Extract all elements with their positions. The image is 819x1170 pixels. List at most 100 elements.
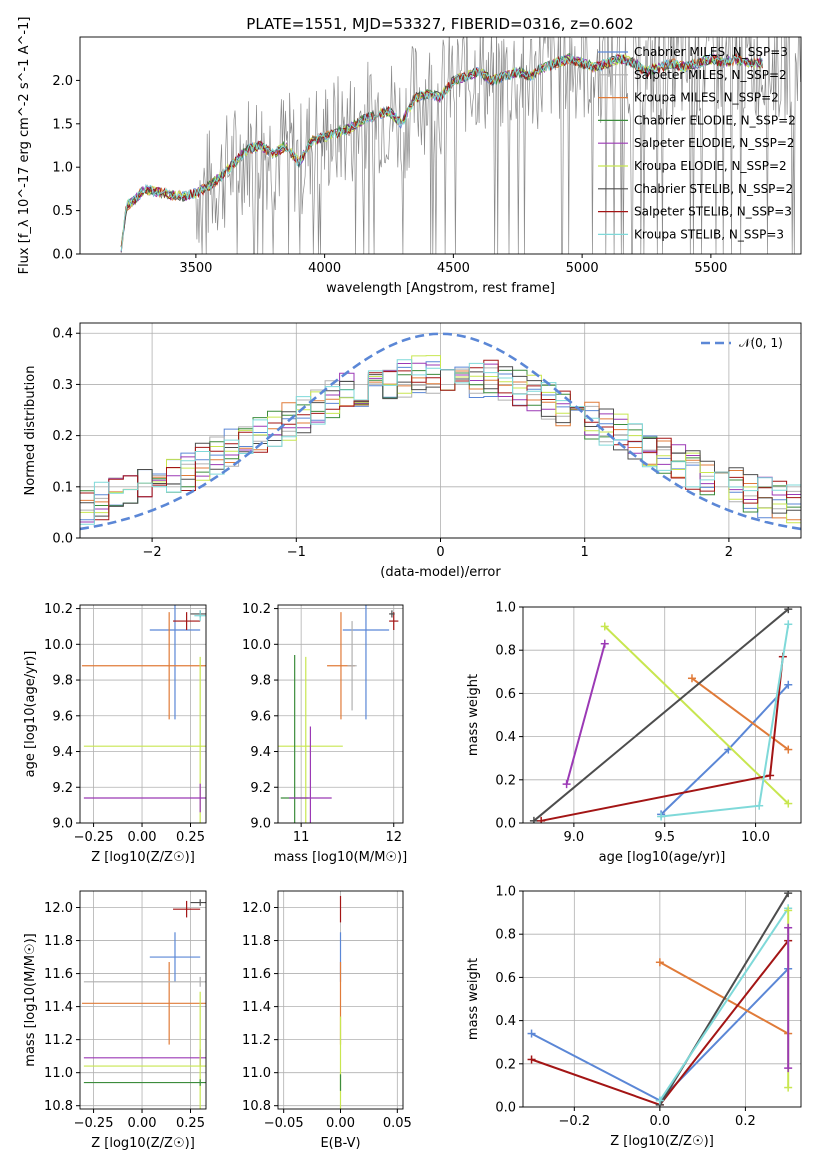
y-tick-label: 0.0 [495,817,516,832]
y-tick-label: 11.8 [242,934,271,949]
y-axis-label: mass [log10(M/M☉)] [23,933,38,1066]
residual-histogram-8 [80,359,801,525]
x-tick-label: 10.0 [741,830,770,845]
x-tick-label: 0.00 [326,1116,355,1131]
plot-area [120,37,801,254]
legend-entry: Kroupa STELIB, N_SSP=3 [634,227,784,241]
x-tick-label: 9.5 [654,830,675,845]
x-tick-label: 1 [581,545,589,560]
legend-entry: Chabrier MILES, N_SSP=3 [634,45,788,59]
x-axis-label: mass [log10(M/M☉)] [274,850,407,865]
weight-series-line [659,907,790,1102]
legend-entry: Salpeter STELIB, N_SSP=3 [634,205,792,219]
y-tick-label: 0.2 [495,773,516,788]
y-tick-label: 1.0 [495,885,516,900]
y-tick-label: 9.0 [52,817,73,832]
y-axis-label: Flux [f_λ 10^-17 erg cm^-2 s^-1 A^-1] [17,17,32,275]
y-tick-label: 9.6 [52,709,73,724]
y-tick-label: 0.6 [495,971,516,986]
y-tick-label: 9.8 [250,674,271,689]
residuals-panel: 𝒩(0, 1) −2 −1 0 1 2 0.0 0.1 0.2 0.3 0.4 (data-model… [23,322,802,580]
residual-histogram-7 [80,359,801,521]
y-tick-label: 2.0 [52,74,73,89]
x-axis-label: (data-model)/error [380,565,501,580]
spectrum-legend: Chabrier MILES, N_SSP=3 Salpeter MILES, N… [598,45,796,241]
y-tick-label: 11.2 [242,1033,271,1048]
y-axis-label: Normed distribution [23,366,38,496]
y-tick-label: 10.8 [44,1099,73,1114]
y-tick-label: 9.6 [250,709,271,724]
y-axis-label: mass weight [466,674,481,756]
legend-entry: Kroupa ELODIE, N_SSP=2 [634,159,787,173]
y-tick-label: 11.6 [44,967,73,982]
x-tick-label: −0.2 [559,1114,591,1129]
x-tick-label: 0.00 [128,830,157,845]
mass-vs-extinction-panel: −0.05 0.00 0.05 10.8 11.0 11.2 11.4 11.6 11.8 12.… [242,890,412,1151]
mass-vs-metallicity-panel: −0.25 0.00 0.25 10.8 11.0 11.2 11.4 11.6 11.8 12.… [23,890,207,1151]
y-tick-label: 0.4 [495,1014,516,1029]
y-tick-label: 11.8 [44,934,73,949]
plot-area [527,891,793,1107]
x-tick-label: 12 [385,830,402,845]
y-tick-label: 11.0 [242,1066,271,1081]
weight-series-line [604,625,789,805]
y-tick-label: 11.4 [242,1000,271,1015]
age-vs-mass-panel: 11 12 9.0 9.2 9.4 9.6 9.8 10.0 10.2 mass [log10(M… [242,602,407,865]
y-tick-label: 10.2 [242,602,271,617]
axes-frame [79,36,802,255]
x-tick-label: 0.25 [176,1116,205,1131]
x-tick-label: 0.25 [176,830,205,845]
y-axis-label: mass weight [466,958,481,1040]
y-tick-label: 0.0 [495,1101,516,1116]
axes-frame [79,604,207,824]
weight-vs-metallicity-panel: −0.2 0.0 0.2 0.0 0.2 0.4 0.6 0.8 1.0 Z [log10(Z/Z… [466,885,802,1149]
x-tick-label: −2 [143,545,162,560]
axes-frame [277,604,404,824]
x-tick-label: 0.2 [735,1114,756,1129]
weight-series-line [533,608,789,822]
y-tick-label: 11.4 [44,1000,73,1015]
y-tick-label: 9.2 [250,781,271,796]
y-tick-label: 1.0 [495,601,516,616]
observed-spectrum-line [195,37,801,254]
y-tick-label: 10.8 [242,1099,271,1114]
y-tick-label: 0.5 [52,204,73,219]
plot-area [81,605,206,823]
y-tick-label: 10.0 [242,638,271,653]
x-axis-label: Z [log10(Z/Z☉)] [91,1136,195,1151]
legend-entry: Kroupa MILES, N_SSP=2 [634,91,779,105]
weight-series-line [565,643,606,785]
y-axis-label: age [log10(age/yr)] [23,651,38,778]
y-tick-label: 10.2 [44,602,73,617]
legend-entry: Chabrier ELODIE, N_SSP=2 [634,113,796,127]
y-tick-label: 0.1 [52,480,73,495]
x-tick-label: −0.25 [74,1116,114,1131]
x-tick-label: 0.00 [128,1116,157,1131]
x-tick-label: −0.05 [264,1116,304,1131]
weight-vs-age-panel: 9.0 9.5 10.0 0.0 0.2 0.4 0.6 0.8 1.0 age [log10(a… [466,601,802,865]
x-axis-label: age [log10(age/yr)] [599,850,726,865]
x-tick-label: 0 [436,545,444,560]
model-spectrum-line-8 [120,53,763,252]
x-tick-label: −0.25 [74,830,114,845]
residual-histogram-1 [80,367,801,511]
x-axis-label: wavelength [Angstrom, rest frame] [326,281,555,296]
y-tick-label: 10.0 [44,638,73,653]
y-tick-label: 11.0 [44,1066,73,1081]
x-tick-label: 0.0 [650,1114,671,1129]
y-tick-label: 0.0 [52,532,73,547]
x-tick-label: 5000 [566,261,599,276]
axes-frame [522,890,802,1108]
axes-frame [522,606,802,824]
x-tick-label: 4000 [308,261,341,276]
y-tick-label: 0.8 [495,644,516,659]
y-tick-label: 0.8 [495,928,516,943]
x-axis-label: Z [log10(Z/Z☉)] [91,850,195,865]
plot-area [278,605,399,823]
legend-entry: Salpeter MILES, N_SSP=2 [634,68,787,82]
y-tick-label: 0.3 [52,378,73,393]
y-tick-label: 0.4 [495,730,516,745]
legend-entry: 𝒩(0, 1) [739,336,783,350]
y-tick-label: 0.4 [52,327,73,342]
plot-area [80,332,801,531]
